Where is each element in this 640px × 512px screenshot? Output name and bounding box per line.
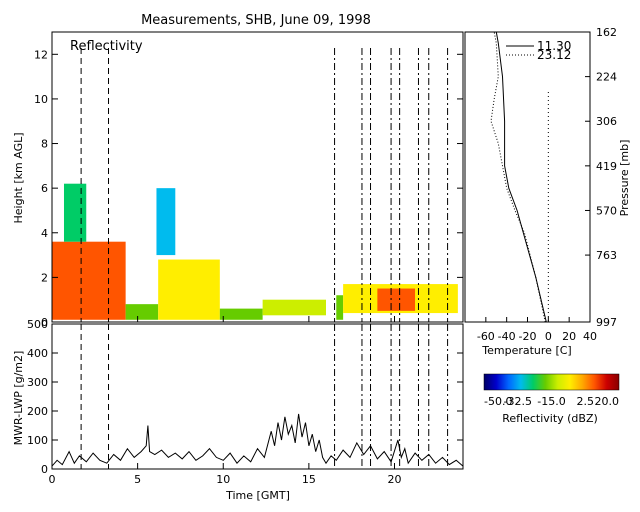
- temperature-panel: 11.30 23.12 -60 -40 -20 0 20 40 162 224 306 419 5…: [464, 26, 631, 357]
- reflectivity-echoes: [52, 183, 458, 320]
- reflectivity-y-ticks: 0 2 4 6 8 10 12: [34, 48, 463, 329]
- reflectivity-panel-label: Reflectivity: [70, 39, 143, 54]
- temperature-x-label: Temperature [C]: [481, 344, 571, 357]
- temperature-profile-solid: [495, 31, 547, 323]
- colorbar-tick-label: 20.0: [595, 395, 620, 408]
- reflectivity-echo-region: [262, 299, 326, 316]
- colorbar: -50.0-32.5 -15.0 2.5 20.0 Reflectivity (dBZ…: [483, 373, 620, 425]
- reflectivity-echo-region: [125, 304, 159, 320]
- pressure-tick-label: 763: [596, 249, 617, 262]
- lwp-x-ticks: 0 5 10 15 20: [49, 316, 402, 486]
- x-tick-label: 20: [562, 330, 576, 343]
- x-tick-label: -60: [477, 330, 495, 343]
- y-tick-label: 200: [27, 405, 48, 418]
- legend-label-dotted: 23.12: [537, 48, 571, 62]
- temperature-series: [490, 31, 547, 323]
- temperature-legend: 11.30 23.12: [506, 39, 571, 62]
- x-tick-label: 15: [302, 473, 316, 486]
- x-tick-label: -20: [519, 330, 537, 343]
- y-tick-label: 500: [27, 318, 48, 331]
- x-tick-label: 10: [216, 473, 230, 486]
- x-tick-label: 20: [388, 473, 402, 486]
- y-tick-label: 100: [27, 434, 48, 447]
- reflectivity-frame: [51, 31, 464, 323]
- reflectivity-echo-region: [52, 241, 126, 320]
- reflectivity-echo-region: [336, 295, 344, 320]
- lwp-x-label: Time [GMT]: [225, 489, 290, 502]
- temperature-frame: [464, 31, 591, 323]
- y-tick-label: 8: [41, 138, 48, 151]
- colorbar-tick-label: -50.0: [484, 395, 512, 408]
- reflectivity-echo-region: [156, 188, 176, 256]
- pressure-ticks: 162 224 306 419 570 763 997: [585, 26, 617, 329]
- y-tick-label: 0: [41, 316, 48, 329]
- y-tick-label: 400: [27, 347, 48, 360]
- lwp-vertical-lines: [80, 324, 449, 469]
- colorbar-gradient-bar: [483, 373, 620, 391]
- reflectivity-echo-region: [63, 183, 87, 242]
- x-tick-label: 5: [134, 473, 141, 486]
- y-tick-label: 12: [34, 48, 48, 61]
- colorbar-tick-label: 2.5: [577, 395, 595, 408]
- colorbar-tick-label: -32.5: [504, 395, 532, 408]
- y-tick-label: 6: [41, 182, 48, 195]
- y-tick-label: 4: [41, 227, 48, 240]
- pressure-tick-label: 570: [596, 204, 617, 217]
- y-tick-label: 10: [34, 93, 48, 106]
- reflectivity-echo-region: [377, 288, 416, 311]
- x-tick-label: 40: [583, 330, 597, 343]
- lwp-y-label: MWR-LWP [g/m2]: [12, 351, 25, 446]
- pressure-tick-label: 224: [596, 71, 617, 84]
- temperature-x-ticks: -60 -40 -20 0 20 40: [477, 317, 597, 343]
- colorbar-label: Reflectivity (dBZ): [502, 412, 598, 425]
- reflectivity-vertical-lines: [80, 48, 449, 322]
- y-tick-label: 0: [41, 463, 48, 476]
- reflectivity-echo-region: [219, 308, 263, 320]
- lwp-y-ticks: 0 100 200 300 400 500: [27, 318, 463, 476]
- reflectivity-y-label: Height [km AGL]: [12, 132, 25, 223]
- lwp-series-line: [52, 413, 463, 467]
- x-tick-label: 0: [545, 330, 552, 343]
- temperature-profile-dotted: [490, 31, 546, 323]
- lwp-frame: [51, 323, 464, 470]
- colorbar-ticks: -50.0-32.5 -15.0 2.5 20.0: [484, 395, 619, 408]
- pressure-tick-label: 162: [596, 26, 617, 39]
- pressure-tick-label: 997: [596, 316, 617, 329]
- reflectivity-panel: Reflectivity Height [km AGL] 0 2 4 6 8 10 12: [12, 31, 464, 329]
- reflectivity-echo-region: [158, 259, 220, 320]
- x-tick-label: 0: [49, 473, 56, 486]
- pressure-axis-label: Pressure [mb]: [618, 140, 631, 217]
- y-tick-label: 2: [41, 271, 48, 284]
- pressure-tick-label: 419: [596, 160, 617, 173]
- y-tick-label: 300: [27, 376, 48, 389]
- x-tick-label: -40: [498, 330, 516, 343]
- lwp-panel: MWR-LWP [g/m2] Time [GMT] 01002003004005…: [12, 316, 464, 502]
- legend-label-solid: 11.30: [537, 39, 571, 53]
- figure-title: Measurements, SHB, June 09, 1998: [141, 13, 371, 28]
- pressure-tick-label: 306: [596, 115, 617, 128]
- colorbar-tick-label: -15.0: [537, 395, 565, 408]
